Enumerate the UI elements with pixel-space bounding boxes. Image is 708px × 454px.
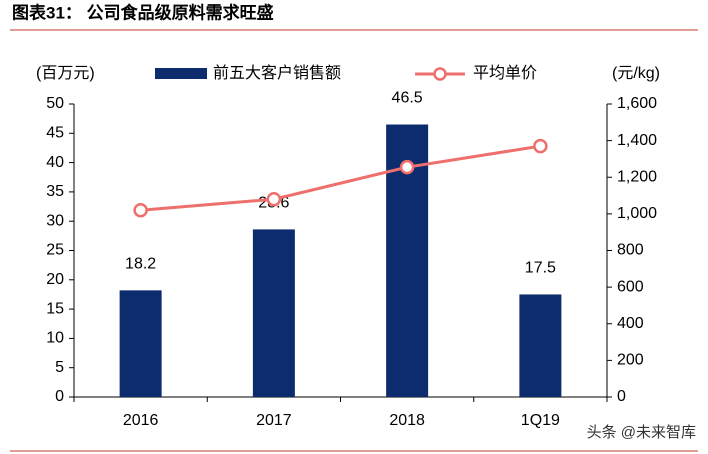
- y-tick-label: 20: [46, 271, 64, 288]
- y2-tick-label: 1,600: [617, 95, 657, 112]
- x-tick-label: 1Q19: [521, 412, 560, 429]
- line: [140, 144, 541, 212]
- line-marker: [266, 191, 282, 207]
- y-tick-label: 45: [46, 125, 64, 142]
- y2-tick-label: 1,400: [617, 132, 657, 149]
- legend-swatch: [155, 68, 207, 79]
- y-tick-label: 40: [46, 154, 64, 171]
- y2-tick-label: 600: [617, 278, 644, 295]
- chart-title: 图表31： 公司食品级原料需求旺盛: [12, 2, 274, 22]
- watermark: 头条 @未来智库: [587, 423, 696, 441]
- line-marker: [399, 159, 415, 175]
- data-label: 18.2: [125, 256, 156, 273]
- y-tick-label: 10: [46, 330, 64, 347]
- y2-tick-label: 1,200: [617, 168, 657, 185]
- y-tick-label: 5: [55, 359, 64, 376]
- bar: [519, 294, 562, 397]
- x-tick-label: 2016: [123, 412, 159, 429]
- legend-label: 平均单价: [473, 64, 537, 82]
- y-tick-label: 35: [46, 183, 64, 200]
- data-label: 17.5: [525, 260, 556, 277]
- line-marker: [133, 202, 148, 218]
- bar: [252, 229, 295, 397]
- y-tick-label: 25: [46, 242, 64, 259]
- y2-tick-label: 200: [617, 352, 644, 369]
- x-tick-label: 2018: [389, 412, 425, 429]
- bar: [119, 290, 162, 397]
- legend-label: 前五大客户销售额: [213, 64, 341, 82]
- y2-tick-label: 400: [617, 315, 644, 332]
- x-tick-label: 2017: [256, 412, 292, 429]
- y-tick-label: 50: [46, 95, 64, 112]
- y2-axis-label: (元/kg): [612, 65, 660, 82]
- y2-tick-label: 0: [617, 388, 626, 405]
- y-tick-label: 15: [46, 300, 64, 317]
- y2-tick-label: 1,000: [617, 205, 657, 222]
- y-axis-label: (百万元): [36, 65, 95, 82]
- line-marker: [533, 138, 548, 154]
- legend-swatch: [433, 67, 447, 81]
- y2-tick-label: 800: [617, 242, 644, 259]
- y-tick-label: 30: [46, 212, 64, 229]
- y-tick-label: 0: [55, 388, 64, 405]
- data-label: 46.5: [392, 90, 423, 107]
